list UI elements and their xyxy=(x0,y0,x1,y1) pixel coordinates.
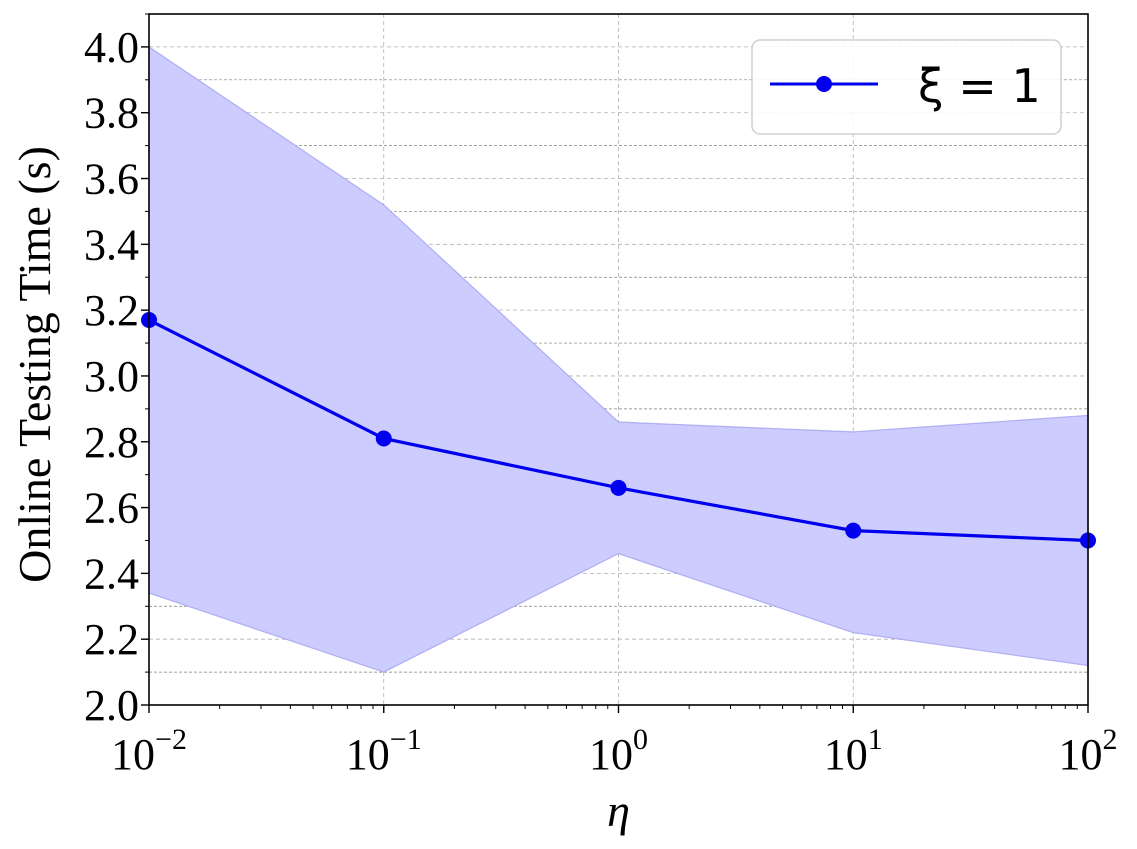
data-point xyxy=(375,430,392,447)
y-tick-label: 3.6 xyxy=(84,155,139,204)
y-tick-label: 4.0 xyxy=(84,23,139,72)
legend-box xyxy=(751,39,1062,135)
data-point xyxy=(610,479,627,496)
y-tick-label: 3.0 xyxy=(84,352,139,401)
y-tick-label: 2.2 xyxy=(84,615,139,664)
y-tick-label: 2.6 xyxy=(84,484,139,533)
tick-labels: 10−2 10−1 100 101 102 2.0 2.2 2.4 2.6 2.8 3.0 3.2 3.… xyxy=(84,23,1118,779)
x-tick-label: 101 xyxy=(824,723,883,779)
y-tick-label: 2.8 xyxy=(84,418,139,467)
y-tick-label: 3.4 xyxy=(84,220,139,269)
y-tick-label: 3.2 xyxy=(84,286,139,335)
x-tick-label: 10−1 xyxy=(346,723,422,779)
legend: ξ = 1 xyxy=(751,39,1062,135)
legend-marker-swatch xyxy=(816,76,832,92)
axis-ticks xyxy=(141,13,1089,713)
legend-entry-label: ξ = 1 xyxy=(918,59,1041,113)
y-tick-label: 2.4 xyxy=(84,549,139,598)
x-tick-label: 100 xyxy=(589,723,648,779)
x-tick-label: 10−2 xyxy=(111,723,187,779)
y-axis-label: Online Testing Time (s) xyxy=(9,146,60,583)
y-tick-label: 3.8 xyxy=(84,89,139,138)
series-marker-layer xyxy=(141,312,1096,549)
x-axis-label: η xyxy=(607,785,630,836)
data-point xyxy=(845,522,862,539)
y-tick-label: 2.0 xyxy=(84,681,139,730)
x-tick-label: 102 xyxy=(1059,723,1118,779)
